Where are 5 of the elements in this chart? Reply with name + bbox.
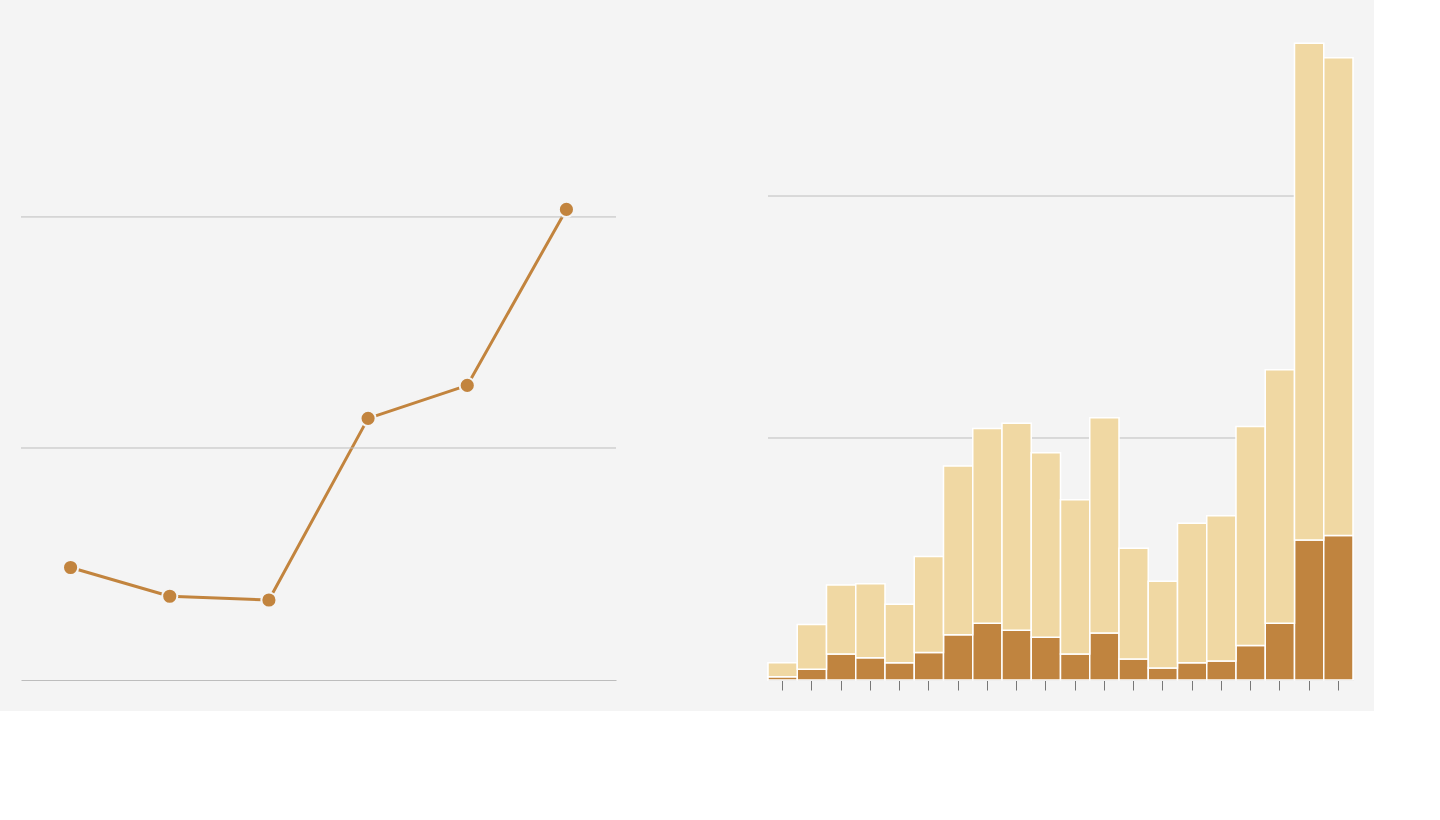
point xyxy=(161,587,179,605)
point xyxy=(260,591,278,609)
point xyxy=(458,376,476,394)
point xyxy=(359,409,377,427)
point xyxy=(557,200,575,218)
